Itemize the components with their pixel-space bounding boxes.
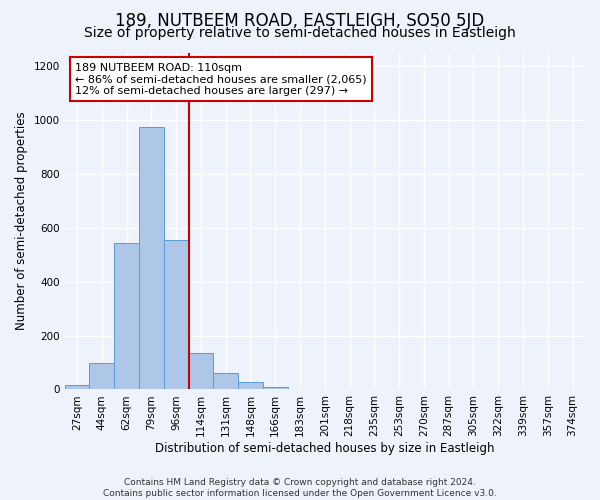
Text: Contains HM Land Registry data © Crown copyright and database right 2024.
Contai: Contains HM Land Registry data © Crown c…	[103, 478, 497, 498]
Text: 189, NUTBEEM ROAD, EASTLEIGH, SO50 5JD: 189, NUTBEEM ROAD, EASTLEIGH, SO50 5JD	[115, 12, 485, 30]
Bar	[139, 126, 164, 390]
Bar	[238, 382, 263, 390]
Bar	[164, 240, 188, 390]
Bar	[263, 388, 287, 390]
Y-axis label: Number of semi-detached properties: Number of semi-detached properties	[15, 112, 28, 330]
Text: 189 NUTBEEM ROAD: 110sqm
← 86% of semi-detached houses are smaller (2,065)
12% o: 189 NUTBEEM ROAD: 110sqm ← 86% of semi-d…	[75, 62, 367, 96]
Text: Size of property relative to semi-detached houses in Eastleigh: Size of property relative to semi-detach…	[84, 26, 516, 40]
Bar	[214, 374, 238, 390]
X-axis label: Distribution of semi-detached houses by size in Eastleigh: Distribution of semi-detached houses by …	[155, 442, 494, 455]
Bar	[89, 362, 114, 390]
Bar	[65, 386, 89, 390]
Bar	[114, 242, 139, 390]
Bar	[188, 353, 214, 390]
